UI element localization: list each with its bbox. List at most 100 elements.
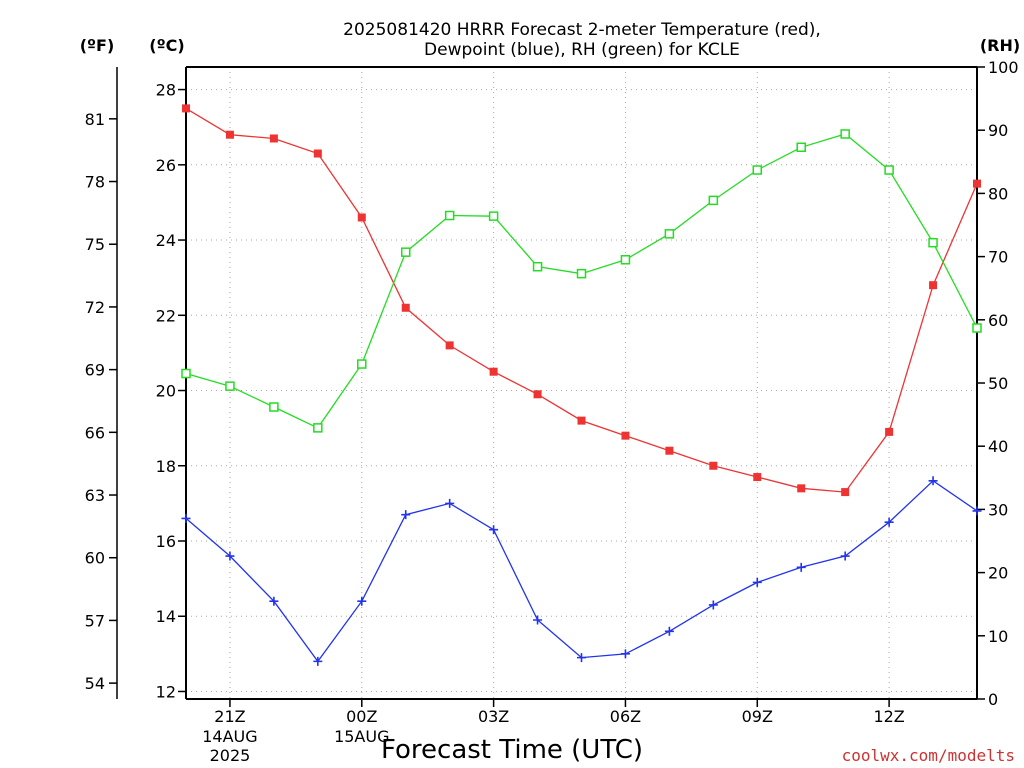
dewpoint-point [620, 649, 630, 659]
title-line-1: 2025081420 HRRR Forecast 2-meter Tempera… [343, 20, 821, 40]
celsius-tick-label: 22 [156, 306, 176, 325]
fahrenheit-tick-label: 54 [85, 674, 105, 693]
rh-point [313, 423, 323, 433]
grid-lines [186, 67, 977, 699]
x-tick-label: 00Z [346, 707, 377, 726]
rh-tick-label: 80 [988, 184, 1008, 203]
temperature-point [797, 484, 806, 493]
x-axis-title: Forecast Time (UTC) [381, 735, 643, 765]
rh-tick-label: 20 [988, 564, 1008, 583]
rh-point [400, 247, 411, 257]
axes [109, 66, 985, 707]
rh-tick-label: 0 [988, 690, 998, 709]
temperature-point [577, 416, 586, 425]
x-tick-label: 06Z [610, 707, 641, 726]
temperature-point [401, 303, 410, 312]
rh-point [840, 129, 850, 139]
tick-labels: 12 14 16 18 20 22 24 26 28 54 57 60 63 66 69 72 75 78 81 0 1… [85, 58, 1019, 765]
dewpoint-point [225, 551, 235, 561]
rh-point [532, 261, 543, 272]
dewpoint-line [185, 479, 978, 663]
dewpoint-point [708, 600, 718, 610]
fahrenheit-tick-label: 60 [85, 549, 105, 568]
celsius-tick-label: 12 [156, 682, 176, 701]
temperature-point [225, 130, 234, 139]
x-tick-label: 03Z [478, 707, 509, 726]
rh-point [181, 368, 191, 379]
rh-tick-label: 60 [988, 311, 1008, 330]
dewpoint-point [664, 626, 674, 636]
temperature-point [357, 213, 366, 222]
rh-tick-label: 40 [988, 437, 1008, 456]
rh-point [884, 165, 894, 175]
temperature-point [445, 341, 454, 350]
temperature-point [489, 367, 498, 376]
rh-point [488, 211, 499, 221]
dewpoint-point [313, 656, 323, 666]
x-tick-sublabel: 15AUG [334, 727, 389, 746]
celsius-tick-label: 28 [156, 81, 176, 100]
rh-series [181, 129, 982, 433]
fahrenheit-tick-label: 81 [85, 110, 105, 129]
fahrenheit-tick-label: 66 [85, 423, 105, 442]
dewpoint-point [445, 498, 455, 508]
temperature-point [929, 281, 938, 290]
x-tick-label: 21Z [214, 707, 245, 726]
temperature-point [269, 134, 278, 143]
temperature-point [665, 446, 674, 455]
dewpoint-point [357, 596, 367, 606]
dewpoint-point [533, 615, 543, 625]
fahrenheit-tick-label: 78 [85, 173, 105, 192]
celsius-tick-label: 20 [156, 382, 176, 401]
celsius-tick-label: 14 [156, 607, 176, 626]
temperature-point [885, 427, 894, 436]
x-tick-label: 12Z [873, 707, 904, 726]
temperature-line [185, 107, 978, 493]
rh-point [708, 195, 719, 206]
rh-tick-label: 10 [988, 627, 1008, 646]
temperature-point [313, 149, 322, 158]
rh-tick-label: 100 [988, 58, 1019, 77]
celsius-tick-label: 26 [156, 156, 176, 175]
title-line-2: Dewpoint (blue), RH (green) for KCLE [424, 40, 740, 60]
dewpoint-point [401, 510, 411, 520]
rh-tick-label: 30 [988, 500, 1008, 519]
rh-tick-label: 90 [988, 121, 1008, 140]
rh-point [752, 165, 763, 175]
rh-unit-label: (RH) [980, 36, 1020, 55]
temperature-point [973, 179, 981, 188]
rh-point [269, 402, 279, 412]
rh-point [972, 323, 982, 333]
rh-tick-label: 70 [988, 248, 1008, 267]
celsius-tick-label: 24 [156, 231, 176, 250]
rh-line [185, 133, 978, 429]
celsius-tick-label: 16 [156, 532, 176, 551]
x-tick-sublabel: 14AUG [202, 727, 257, 746]
celsius-tick-label: 18 [156, 457, 176, 476]
rh-point [620, 255, 631, 265]
temperature-point [621, 431, 630, 440]
dewpoint-point [489, 525, 499, 535]
rh-point [928, 237, 938, 248]
dewpoint-point [840, 551, 850, 561]
rh-point [444, 210, 455, 221]
temperature-point [533, 390, 542, 399]
chart-title: 2025081420 HRRR Forecast 2-meter Tempera… [343, 20, 821, 60]
dewpoint-point [796, 562, 806, 572]
temperature-series [182, 104, 981, 497]
dewpoint-point [972, 506, 982, 516]
fahrenheit-tick-label: 72 [85, 298, 105, 317]
dewpoint-series [181, 476, 982, 666]
dewpoint-point [269, 596, 279, 606]
rh-point [357, 359, 367, 369]
temperature-point [753, 473, 762, 482]
dewpoint-point [181, 513, 191, 523]
temperature-point [841, 488, 850, 497]
fahrenheit-unit-label: (ºF) [80, 36, 115, 55]
temperature-point [182, 104, 190, 113]
rh-point [796, 142, 806, 153]
credit-label: coolwx.com/modelts [842, 746, 1015, 765]
fahrenheit-tick-label: 69 [85, 361, 105, 380]
celsius-unit-label: (ºC) [149, 36, 184, 55]
fahrenheit-tick-label: 63 [85, 486, 105, 505]
